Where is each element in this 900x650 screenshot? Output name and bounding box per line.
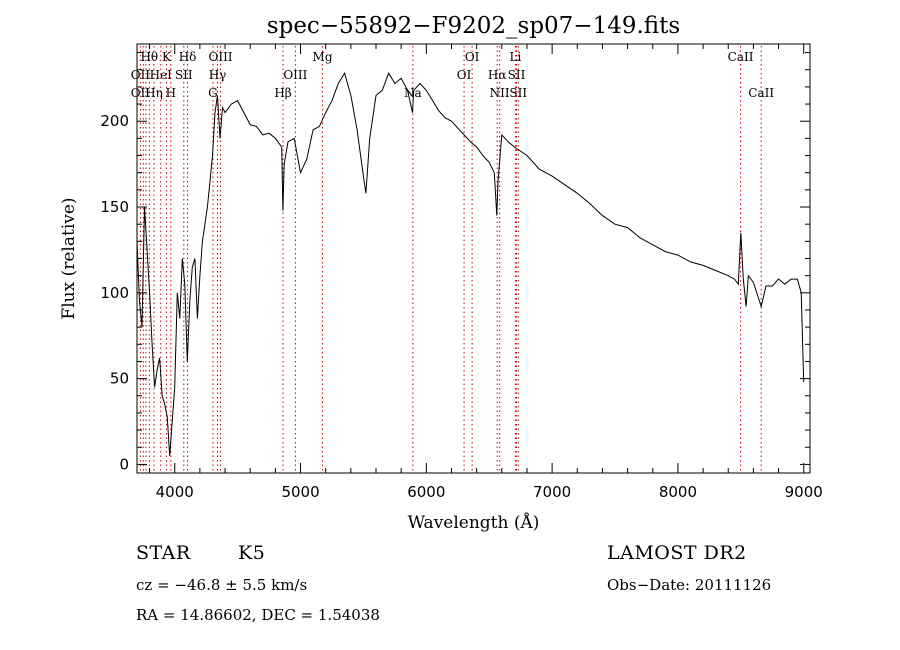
chart-title: spec−55892−F9202_sp07−149.fits [267,13,680,39]
y-tick-label: 150 [100,198,129,216]
plot-frame [136,43,811,474]
survey-name: LAMOST DR2 [607,542,747,564]
x-tick-label: 4000 [156,483,194,501]
spectral-line-label: OI [457,68,472,82]
spectral-line-label: NII [490,86,510,100]
spectral-line-label: Li [509,50,521,64]
spectral-line-label: Hα [488,68,507,82]
spectral-line-label: SII [509,86,527,100]
y-tick-label: 50 [110,370,129,388]
spectral-line-label: OII [131,68,151,82]
x-axis: 4000 5000 6000 7000 8000 9000 [149,44,823,501]
spectral-line-label: Hδ [179,50,197,64]
spectrum-series-line [136,71,805,456]
spectral-line-label: Hθ [140,50,158,64]
y-axis: 0 50 100 150 200 [100,52,810,473]
spectral-line-label: OIII [208,50,232,64]
x-tick-label: 8000 [659,483,697,501]
spectral-line-label: Hη [145,86,163,100]
spectral-line-label: SII [508,68,526,82]
x-tick-label: 7000 [533,483,571,501]
spectral-line-label: OI [465,50,480,64]
object-subclass: K5 [238,542,266,564]
y-axis-label: Flux (relative) [59,197,79,319]
spectral-line-label: SII [175,68,193,82]
x-tick-label: 6000 [407,483,445,501]
spectral-line-label: OIII [283,68,307,82]
object-class: STAR [136,542,191,564]
spectral-line-label: H [166,86,176,100]
observation-date: Obs−Date: 20111126 [607,576,772,594]
spectral-line-label: CaII [748,86,774,100]
y-tick-label: 0 [119,455,129,473]
x-tick-label: 5000 [281,483,319,501]
spectral-line-label: G [208,86,218,100]
spectral-line-label: Mg [313,50,333,64]
spectral-line-label: K [162,50,172,64]
spectral-line-label: OII [131,86,151,100]
x-tick-label: 9000 [785,483,823,501]
spectral-line-label: CaII [728,50,754,64]
spectral-line-label: Hβ [274,86,291,100]
y-tick-label: 100 [100,284,129,302]
spectral-line-label: Hγ [209,68,227,82]
x-axis-label: Wavelength (Å) [408,512,540,533]
coordinates: RA = 14.86602, DEC = 1.54038 [136,606,380,624]
y-tick-label: 200 [100,112,129,130]
redshift-velocity: cz = −46.8 ± 5.5 km/s [136,576,308,594]
spectral-line-markers [139,46,762,473]
spectral-line-label: HeI [150,68,173,82]
